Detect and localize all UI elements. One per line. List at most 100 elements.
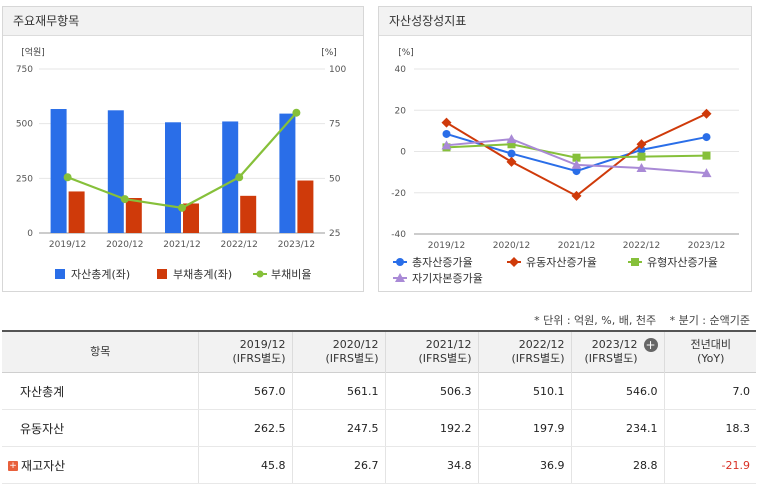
x-tick-label: 2022/12 xyxy=(623,241,660,251)
cell: 36.9 xyxy=(477,446,571,484)
point-debt-ratio xyxy=(178,203,186,212)
y-left-tick-label: 750 xyxy=(16,65,33,75)
legend-label: 총자산증가율 xyxy=(412,256,473,269)
series-point xyxy=(441,140,452,150)
x-tick-label: 2021/12 xyxy=(163,240,200,250)
y-right-tick-label: 100 xyxy=(329,65,346,75)
panel-title: 주요재무항목 xyxy=(3,7,363,36)
y-left-unit: [억원] xyxy=(21,46,45,58)
add-column-icon[interactable]: + xyxy=(643,338,658,352)
period-note: * 분기 : 순액기준 xyxy=(669,314,750,327)
x-tick-label: 2023/12 xyxy=(688,241,725,251)
cell: 567.0 xyxy=(197,372,292,410)
x-tick-label: 2022/12 xyxy=(221,240,258,250)
legend-label: 유동자산증가율 xyxy=(526,256,597,269)
series-point xyxy=(572,153,581,162)
yoy-cell: 18.3 xyxy=(663,409,756,447)
asset-growth-chart: [%] 40 20 0 -20 -40 2019/12 2020/12 2021/12 2022/… xyxy=(391,48,739,285)
series-point xyxy=(636,139,647,150)
cell: 247.5 xyxy=(291,409,385,447)
cell: 546.0 xyxy=(570,372,664,410)
period-header: 2021/12 (IFRS별도) xyxy=(384,331,478,373)
series-point xyxy=(702,133,711,142)
series-point xyxy=(571,190,582,201)
legend-label: 부채비율 xyxy=(271,268,311,281)
y-right-tick-label: 75 xyxy=(329,120,340,130)
financial-items-panel: 주요재무항목 [억원] [%] 750 100 500 75 250 50 0 25 2019/12… xyxy=(2,6,364,292)
point-debt-ratio xyxy=(63,173,72,182)
legend-swatch-marker xyxy=(256,270,264,278)
row-label: 자산총계 xyxy=(2,372,198,410)
cell: 506.3 xyxy=(384,372,478,410)
y-left-tick-label: 250 xyxy=(16,174,33,184)
table-row: 자산총계 567.0 561.1 506.3 510.1 546.0 7.0 xyxy=(2,372,756,410)
expand-plus-icon[interactable]: + xyxy=(8,461,18,471)
table-header-row: 항목 2019/12 (IFRS별도) 2020/12 (IFRS별도) 2021/… xyxy=(2,331,756,373)
series-point xyxy=(571,159,582,169)
bar-total-assets xyxy=(107,110,124,233)
series-point xyxy=(572,167,581,176)
series-point xyxy=(506,156,517,167)
point-debt-ratio xyxy=(120,195,129,204)
x-tick-label: 2023/12 xyxy=(278,240,315,250)
row-label: 유동자산 xyxy=(2,409,198,447)
panel-title: 자산성장성지표 xyxy=(379,7,751,36)
cell: 45.8 xyxy=(197,446,292,484)
legend-label: 자산총계(좌) xyxy=(71,268,130,281)
legend-swatch xyxy=(55,269,65,279)
legend-swatch xyxy=(157,269,167,279)
period-header: 2022/12 (IFRS별도) xyxy=(477,331,571,373)
series-point xyxy=(507,149,516,158)
y-right-tick-label: 50 xyxy=(329,174,341,184)
row-label-expandable[interactable]: + 재고자산 xyxy=(2,446,198,484)
legend-swatch-marker xyxy=(395,273,405,282)
financial-table: 항목 2019/12 (IFRS별도) 2020/12 (IFRS별도) 2021/… xyxy=(2,330,756,484)
table-row: + 재고자산 45.8 26.7 34.8 36.9 28.8 -21.9 xyxy=(2,446,756,484)
bar-total-assets xyxy=(50,109,67,233)
bar-total-assets xyxy=(222,121,239,233)
table-row: 유동자산 262.5 247.5 192.2 197.9 234.1 18.3 xyxy=(2,409,756,447)
y-tick-label: 40 xyxy=(395,65,407,75)
point-debt-ratio xyxy=(235,173,244,182)
cell: 28.8 xyxy=(570,446,664,484)
y-tick-label: -40 xyxy=(391,230,406,240)
notes: * 단위 : 억원, %, 배, 천주 * 분기 : 순액기준 xyxy=(524,312,750,328)
legend-swatch-marker xyxy=(631,258,639,266)
bar-total-assets xyxy=(279,113,296,233)
x-tick-label: 2020/12 xyxy=(493,241,530,251)
x-tick-label: 2019/12 xyxy=(428,241,465,251)
bar-total-liabilities xyxy=(68,191,85,233)
series-point xyxy=(507,140,516,149)
legend-swatch-marker xyxy=(396,258,404,266)
cell: 510.1 xyxy=(477,372,571,410)
legend-label: 자기자본증가율 xyxy=(412,272,483,285)
x-tick-label: 2021/12 xyxy=(558,241,595,251)
series-point xyxy=(442,129,451,138)
asset-growth-panel: 자산성장성지표 [%] 40 20 0 -20 -40 2019/12 2020/12 2021… xyxy=(378,6,752,292)
series-point xyxy=(636,163,647,172)
series-point xyxy=(701,108,712,119)
cell: 26.7 xyxy=(291,446,385,484)
x-tick-label: 2019/12 xyxy=(49,240,86,250)
series-point xyxy=(701,168,712,178)
legend-label: 유형자산증가율 xyxy=(647,256,718,269)
bar-total-liabilities xyxy=(297,180,314,233)
yoy-cell: -21.9 xyxy=(663,446,756,484)
cell: 197.9 xyxy=(477,409,571,447)
legend-swatch-marker xyxy=(509,257,519,267)
item-header: 항목 xyxy=(2,331,198,373)
cell: 192.2 xyxy=(384,409,478,447)
period-header: 2020/12 (IFRS별도) xyxy=(291,331,385,373)
y-left-tick-label: 0 xyxy=(27,229,33,239)
bar-total-liabilities xyxy=(240,195,257,233)
x-tick-label: 2020/12 xyxy=(106,240,143,250)
y-unit: [%] xyxy=(398,48,414,58)
y-right-unit: [%] xyxy=(321,48,337,58)
period-header: 2023/12 (IFRS별도) + xyxy=(570,331,664,373)
series-point xyxy=(637,145,646,154)
legend-label: 부채총계(좌) xyxy=(173,268,232,281)
cell: 561.1 xyxy=(291,372,385,410)
y-tick-label: 0 xyxy=(400,148,406,158)
yoy-cell: 7.0 xyxy=(663,372,756,410)
